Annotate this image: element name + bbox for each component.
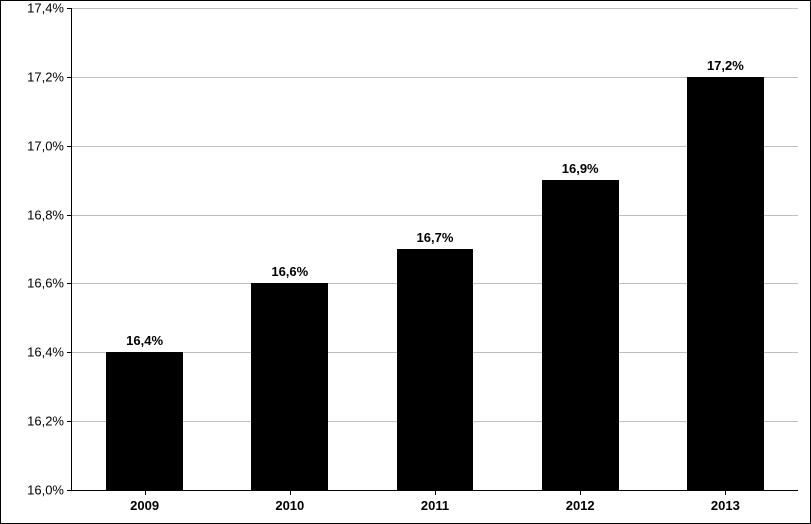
y-tick-mark xyxy=(67,490,72,491)
chart-inner: 16,0% 16,2% 16,4% 16,6% 16,8% 17,0% 17,2% 17,4%… xyxy=(1,1,810,523)
y-axis-label: 17,4% xyxy=(27,1,64,16)
x-tick-mark xyxy=(435,490,436,495)
y-axis-label: 17,2% xyxy=(27,69,64,84)
x-tick-mark xyxy=(290,490,291,495)
bar: 16,9% xyxy=(542,180,619,490)
x-axis-label: 2013 xyxy=(711,498,740,513)
y-axis-label: 16,2% xyxy=(27,414,64,429)
y-tick-mark xyxy=(67,146,72,147)
y-tick-mark xyxy=(67,352,72,353)
bar-value-label: 16,9% xyxy=(562,161,599,176)
y-tick-mark xyxy=(67,283,72,284)
x-axis-label: 2010 xyxy=(275,498,304,513)
bar-value-label: 16,4% xyxy=(126,333,163,348)
bar: 17,2% xyxy=(687,77,764,490)
x-tick-mark xyxy=(580,490,581,495)
bar-value-label: 16,6% xyxy=(271,264,308,279)
bar-value-label: 17,2% xyxy=(707,58,744,73)
plot-area: 16,0%16,2%16,4%16,6%16,8%17,0%17,2%17,4%… xyxy=(71,8,798,491)
y-axis-label: 16,8% xyxy=(27,207,64,222)
bar: 16,4% xyxy=(106,352,183,490)
bar: 16,7% xyxy=(397,249,474,490)
y-tick-mark xyxy=(67,77,72,78)
y-axis-label: 17,0% xyxy=(27,138,64,153)
x-axis-label: 2012 xyxy=(566,498,595,513)
y-tick-mark xyxy=(67,421,72,422)
bar-value-label: 16,7% xyxy=(417,230,454,245)
bar: 16,6% xyxy=(251,283,328,490)
y-axis-label: 16,0% xyxy=(27,483,64,498)
y-axis-label: 16,4% xyxy=(27,345,64,360)
x-tick-mark xyxy=(725,490,726,495)
x-tick-mark xyxy=(145,490,146,495)
y-tick-mark xyxy=(67,8,72,9)
y-tick-mark xyxy=(67,215,72,216)
gridline xyxy=(72,8,798,9)
y-axis-label: 16,6% xyxy=(27,276,64,291)
chart-frame: 16,0% 16,2% 16,4% 16,6% 16,8% 17,0% 17,2% 17,4%… xyxy=(0,0,811,524)
x-axis-label: 2011 xyxy=(421,498,449,513)
x-axis-label: 2009 xyxy=(130,498,159,513)
